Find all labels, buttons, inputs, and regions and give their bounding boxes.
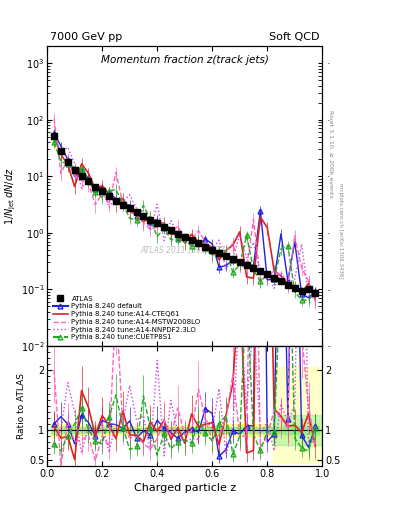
Bar [222, 427, 230, 433]
Legend: ATLAS, Pythia 8.240 default, Pythia 8.240 tune:A14-CTEQ61, Pythia 8.240 tune:A14: ATLAS, Pythia 8.240 default, Pythia 8.24… [51, 294, 203, 343]
Bar [119, 425, 126, 434]
Bar [126, 428, 133, 432]
Bar [99, 428, 106, 432]
Bar [71, 427, 78, 433]
Bar [92, 425, 99, 435]
Bar [257, 424, 264, 436]
Bar [119, 428, 126, 432]
Bar [216, 427, 222, 433]
Text: Momentum fraction z(track jets): Momentum fraction z(track jets) [101, 55, 269, 65]
Bar [273, 415, 322, 445]
Bar [154, 428, 161, 432]
Bar [271, 424, 277, 436]
Bar [291, 426, 298, 434]
Bar [167, 428, 174, 433]
Bar [285, 426, 291, 434]
Text: mcplots.cern.ch [arXiv:1306.3436]: mcplots.cern.ch [arXiv:1306.3436] [338, 183, 343, 278]
Bar [147, 428, 154, 432]
Bar [230, 424, 236, 436]
Bar [277, 423, 285, 436]
Bar [140, 428, 147, 432]
Bar [202, 424, 209, 435]
Bar [230, 427, 236, 433]
Bar [250, 427, 257, 433]
Bar [209, 424, 216, 435]
Bar [305, 423, 312, 437]
Bar [106, 428, 112, 432]
X-axis label: Charged particle z: Charged particle z [134, 483, 236, 493]
Bar [71, 424, 78, 436]
Bar [202, 427, 209, 433]
Bar [57, 426, 64, 433]
Bar [236, 427, 243, 433]
Bar [57, 423, 64, 436]
Bar [174, 425, 181, 435]
Bar [64, 426, 71, 433]
Bar [209, 427, 216, 433]
Bar [243, 427, 250, 433]
Bar [257, 426, 264, 433]
Y-axis label: $1/N_\mathrm{jet}\,dN/dz$: $1/N_\mathrm{jet}\,dN/dz$ [4, 167, 18, 225]
Bar [291, 423, 298, 437]
Bar [305, 426, 312, 434]
Bar [216, 424, 222, 435]
Bar [312, 426, 319, 434]
Bar [99, 425, 106, 435]
Bar [106, 425, 112, 434]
Y-axis label: Ratio to ATLAS: Ratio to ATLAS [17, 373, 26, 439]
Bar [64, 424, 71, 436]
Bar [273, 367, 322, 463]
Bar [126, 426, 133, 434]
Bar [51, 423, 57, 437]
Text: Rivet 3.1.10, ≥ 200k events: Rivet 3.1.10, ≥ 200k events [328, 110, 333, 198]
Text: 7000 GeV pp: 7000 GeV pp [50, 32, 122, 41]
Text: ATLAS 2011 [S914017]: ATLAS 2011 [S914017] [141, 245, 229, 254]
Bar [264, 424, 271, 436]
Bar [298, 426, 305, 434]
Bar [222, 424, 230, 436]
Bar [78, 427, 85, 433]
Bar [51, 426, 57, 434]
Bar [195, 427, 202, 433]
Bar [188, 425, 195, 435]
Bar [298, 423, 305, 437]
Bar [236, 424, 243, 436]
Bar [147, 425, 154, 434]
Bar [250, 424, 257, 436]
Bar [188, 427, 195, 433]
Bar [161, 425, 167, 435]
Bar [285, 423, 291, 437]
Bar [277, 426, 285, 433]
Bar [112, 428, 119, 432]
Bar [112, 425, 119, 434]
Bar [195, 424, 202, 435]
Text: Soft QCD: Soft QCD [269, 32, 320, 41]
Bar [174, 428, 181, 433]
Bar [271, 426, 277, 433]
Bar [312, 423, 319, 437]
Bar [167, 425, 174, 435]
Bar [78, 424, 85, 435]
Bar [140, 426, 147, 434]
Bar [133, 426, 140, 434]
Bar [92, 428, 99, 433]
Bar [85, 425, 92, 435]
Bar [181, 428, 188, 433]
Bar [161, 428, 167, 432]
Bar [243, 424, 250, 436]
Bar [181, 425, 188, 435]
Bar [133, 428, 140, 432]
Bar [85, 428, 92, 433]
Bar [154, 425, 161, 434]
Bar [264, 427, 271, 433]
